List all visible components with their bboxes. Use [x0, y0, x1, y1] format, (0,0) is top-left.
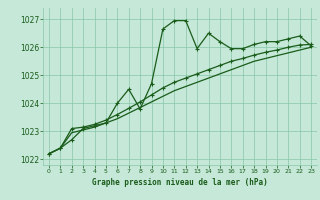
- X-axis label: Graphe pression niveau de la mer (hPa): Graphe pression niveau de la mer (hPa): [92, 178, 268, 187]
